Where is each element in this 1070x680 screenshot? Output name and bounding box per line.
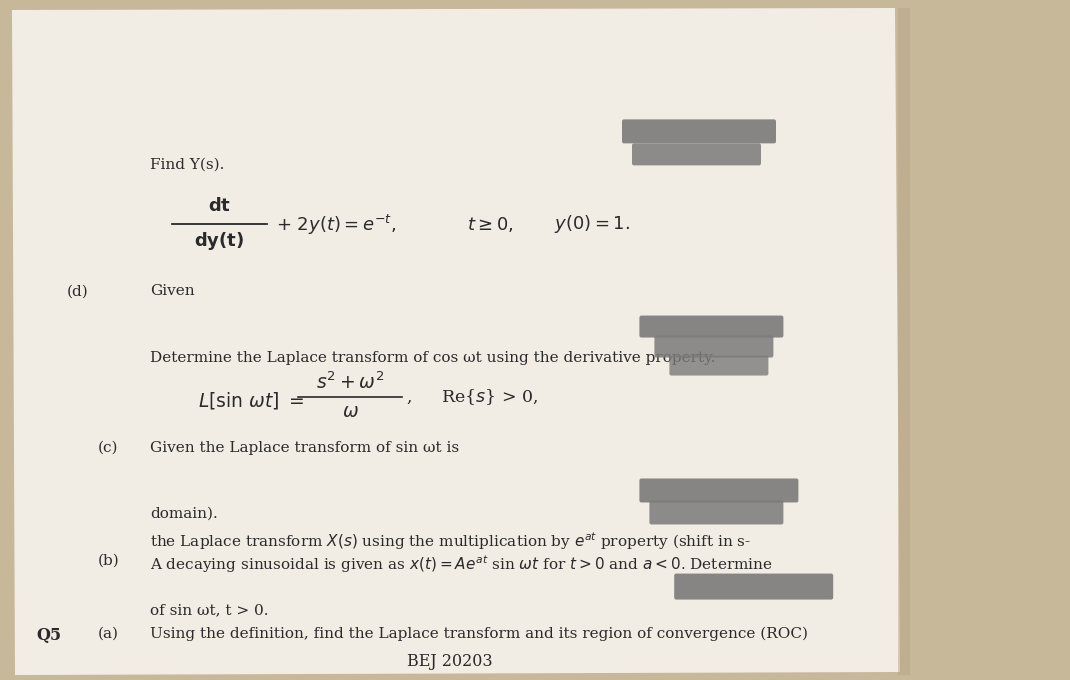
Text: $\omega$: $\omega$	[341, 403, 358, 421]
Text: (c): (c)	[97, 441, 118, 454]
Text: Given: Given	[150, 284, 195, 299]
FancyBboxPatch shape	[674, 573, 834, 600]
FancyBboxPatch shape	[649, 500, 783, 524]
Text: $y(0) = 1.$: $y(0) = 1.$	[554, 214, 630, 235]
Text: (b): (b)	[97, 554, 120, 568]
FancyBboxPatch shape	[670, 356, 768, 375]
Polygon shape	[12, 8, 900, 675]
Text: (a): (a)	[97, 627, 119, 641]
Text: Given the Laplace transform of sin ωt is: Given the Laplace transform of sin ωt is	[150, 441, 459, 454]
Text: Find Y(s).: Find Y(s).	[150, 158, 225, 172]
FancyBboxPatch shape	[632, 143, 761, 165]
FancyBboxPatch shape	[622, 120, 776, 143]
FancyBboxPatch shape	[655, 335, 774, 358]
Text: $\mathbf{dy(t)}$: $\mathbf{dy(t)}$	[195, 230, 245, 252]
Text: Determine the Laplace transform of cos ωt using the derivative property.: Determine the Laplace transform of cos ω…	[150, 351, 716, 364]
Text: $L[\sin\,\omega t]\ =$: $L[\sin\,\omega t]\ =$	[198, 390, 304, 411]
Text: Using the definition, find the Laplace transform and its region of convergence (: Using the definition, find the Laplace t…	[150, 627, 808, 641]
Text: of sin ωt, t > 0.: of sin ωt, t > 0.	[150, 604, 269, 617]
FancyBboxPatch shape	[898, 8, 910, 675]
Text: A decaying sinusoidal is given as $x(t) = Ae^{at}$ sin $\omega t$ for $t > 0$ an: A decaying sinusoidal is given as $x(t) …	[150, 554, 773, 575]
Text: $+ \ 2y(t) = e^{-t},$: $+ \ 2y(t) = e^{-t},$	[276, 212, 396, 237]
Text: $\mathbf{dt}$: $\mathbf{dt}$	[208, 197, 231, 216]
Text: ,: ,	[407, 389, 412, 406]
FancyBboxPatch shape	[640, 316, 783, 337]
Text: Q5: Q5	[36, 627, 62, 644]
Text: $t \geq 0,$: $t \geq 0,$	[468, 215, 514, 234]
FancyBboxPatch shape	[640, 479, 798, 503]
Text: the Laplace transform $X(s)$ using the multiplication by $e^{at}$ property (shif: the Laplace transform $X(s)$ using the m…	[150, 530, 751, 552]
Text: $s^2 + \omega^2$: $s^2 + \omega^2$	[316, 372, 384, 394]
Text: BEJ 20203: BEJ 20203	[408, 653, 493, 670]
Text: domain).: domain).	[150, 507, 217, 521]
Text: Re{$s$} > 0,: Re{$s$} > 0,	[441, 388, 538, 407]
Text: (d): (d)	[67, 284, 89, 299]
